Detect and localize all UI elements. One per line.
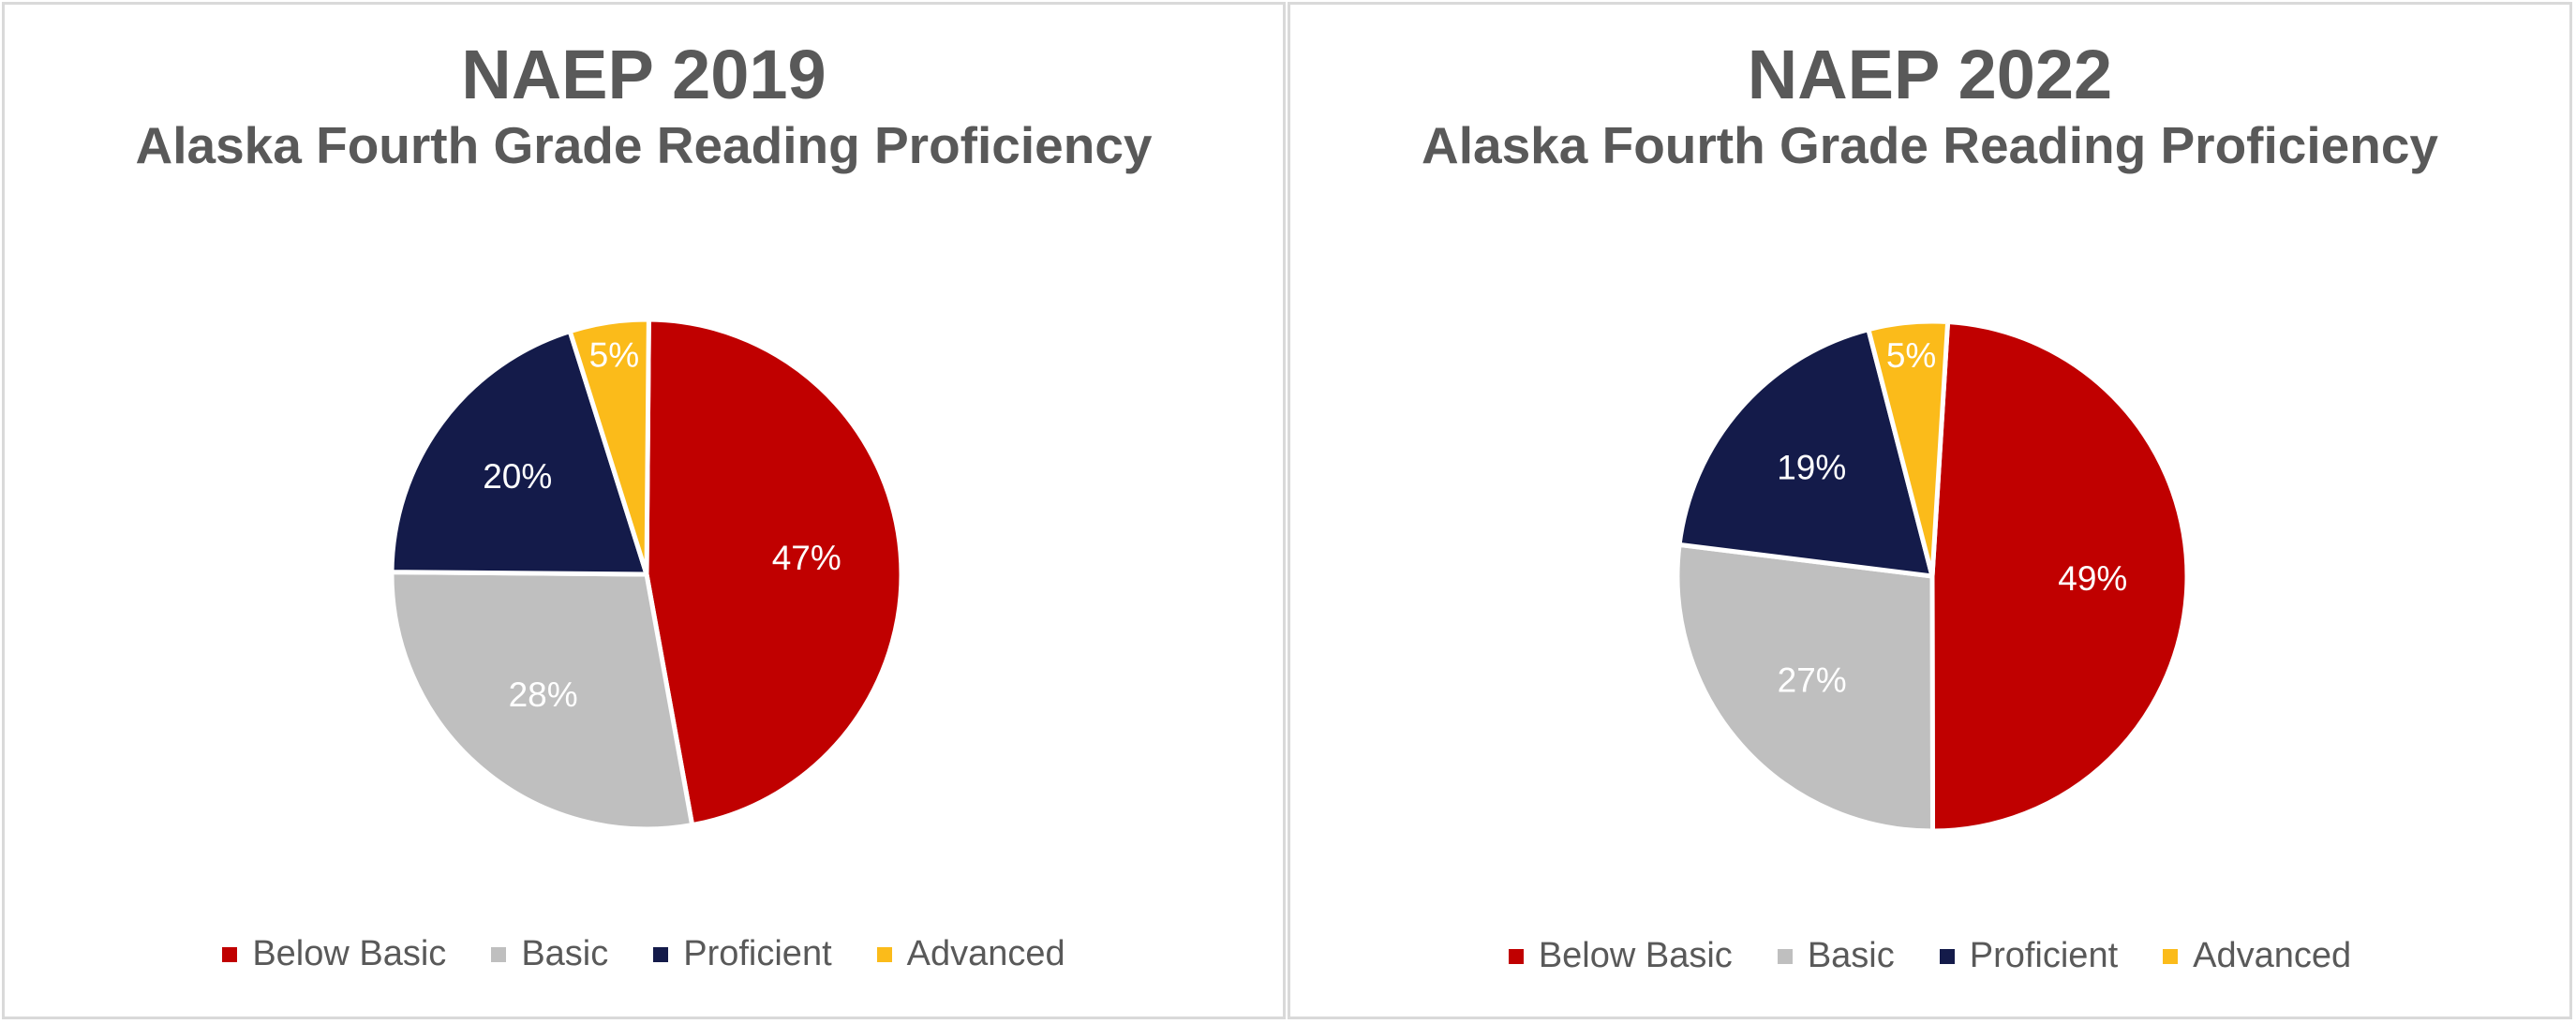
legend-swatch-proficient xyxy=(1939,948,1955,964)
chart-title: NAEP 2019 xyxy=(461,36,826,113)
legend-item-proficient: Proficient xyxy=(653,934,832,974)
data-label-basic: 27% xyxy=(1778,660,1847,699)
data-label-proficient: 20% xyxy=(483,457,552,496)
legend-item-below-basic: Below Basic xyxy=(222,934,446,974)
legend-swatch-below-basic xyxy=(222,946,238,962)
legend-item-below-basic: Below Basic xyxy=(1508,936,1733,976)
legend-label-advanced: Advanced xyxy=(906,934,1065,973)
legend-swatch-proficient xyxy=(653,946,669,962)
chart-title-block: NAEP 2019 Alaska Fourth Grade Reading Pr… xyxy=(5,33,1283,173)
chart-subtitle: Alaska Fourth Grade Reading Proficiency xyxy=(135,116,1153,174)
legend: Below Basic Basic Proficient Advanced xyxy=(5,934,1283,974)
pie-slice-basic xyxy=(1675,542,1935,834)
data-label-basic: 28% xyxy=(509,675,578,714)
legend-label-below-basic: Below Basic xyxy=(252,934,447,973)
legend: Below Basic Basic Proficient Advanced xyxy=(1290,936,2569,976)
legend-label-proficient: Proficient xyxy=(683,934,832,973)
legend-swatch-advanced xyxy=(876,946,892,962)
legend-label-proficient: Proficient xyxy=(1969,936,2119,975)
legend-item-advanced: Advanced xyxy=(2163,936,2351,976)
chart-title-block: NAEP 2022 Alaska Fourth Grade Reading Pr… xyxy=(1290,33,2569,173)
data-label-advanced: 5% xyxy=(1886,336,1936,375)
pie-slice-proficient xyxy=(1676,327,1935,579)
legend-swatch-below-basic xyxy=(1508,948,1524,964)
chart-panel-2019: NAEP 2019 Alaska Fourth Grade Reading Pr… xyxy=(2,2,1286,1019)
data-label-proficient: 19% xyxy=(1777,449,1846,487)
chart-panel-2022: NAEP 2022 Alaska Fourth Grade Reading Pr… xyxy=(1288,2,2572,1019)
data-label-below-basic: 49% xyxy=(2058,559,2127,598)
pie-slice-advanced xyxy=(567,317,651,577)
legend-item-basic: Basic xyxy=(1777,936,1895,976)
pie-slice-basic xyxy=(389,570,695,832)
chart-title: NAEP 2022 xyxy=(1747,36,2113,113)
pie-slice-below-basic xyxy=(644,317,904,828)
data-label-below-basic: 47% xyxy=(772,539,841,577)
pie-slice-advanced xyxy=(1866,319,1951,579)
legend-label-basic: Basic xyxy=(521,934,609,973)
pie-chart-2022: 49% 27% 19% 5% xyxy=(1675,319,2190,834)
legend-item-proficient: Proficient xyxy=(1939,936,2119,976)
legend-swatch-basic xyxy=(1777,948,1793,964)
legend-item-basic: Basic xyxy=(491,934,608,974)
chart-subtitle: Alaska Fourth Grade Reading Proficiency xyxy=(1421,116,2438,174)
pie-slice-below-basic xyxy=(1929,319,2190,834)
data-label-advanced: 5% xyxy=(589,335,639,374)
pie-slice-proficient xyxy=(389,329,649,577)
legend-label-basic: Basic xyxy=(1807,936,1895,975)
legend-swatch-advanced xyxy=(2163,948,2179,964)
pie-chart-2019: 47% 28% 20% 5% xyxy=(389,317,904,832)
legend-item-advanced: Advanced xyxy=(876,934,1065,974)
legend-label-below-basic: Below Basic xyxy=(1538,936,1733,975)
legend-swatch-basic xyxy=(491,946,507,962)
legend-label-advanced: Advanced xyxy=(2193,936,2352,975)
